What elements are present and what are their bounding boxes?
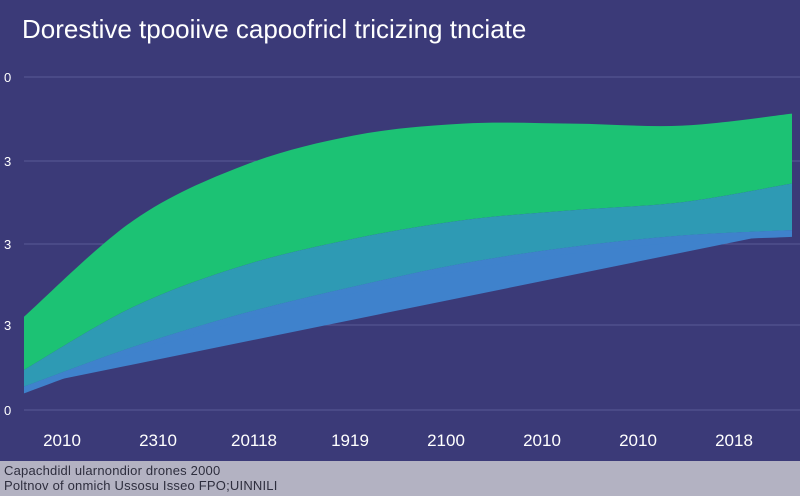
y-tick-label: 3 — [4, 237, 11, 252]
x-tick-label: 2010 — [619, 431, 657, 450]
area-chart: 0 3 3 3 0 2010 2310 20118 1919 2100 2010 2010 2018 — [4, 70, 800, 450]
x-tick-label: 1919 — [331, 431, 369, 450]
y-tick-label: 3 — [4, 154, 11, 169]
area-series-1 — [24, 230, 792, 387]
area-series-2 — [24, 183, 792, 387]
x-tick-label: 2100 — [427, 431, 465, 450]
x-tick-label: 2010 — [523, 431, 561, 450]
x-tick-label: 2310 — [139, 431, 177, 450]
y-tick-label: 3 — [4, 318, 11, 333]
caption-line-1: Capachdidl ularnondior drones 2000 — [4, 463, 221, 478]
caption-bar: Capachdidl ularnondior drones 2000 Poltn… — [0, 461, 800, 496]
x-tick-label: 20118 — [231, 431, 277, 450]
x-tick-label: 2018 — [715, 431, 753, 450]
chart-title: Dorestive tpooiive capoofricl tricizing … — [22, 14, 527, 44]
x-tick-label: 2010 — [43, 431, 81, 450]
area-series-3 — [24, 113, 792, 371]
y-tick-label: 0 — [4, 70, 11, 85]
caption-line-2: Poltnov of onmich Ussosu Isseo FPO;UINNI… — [4, 478, 278, 493]
y-tick-label: 0 — [4, 403, 11, 418]
